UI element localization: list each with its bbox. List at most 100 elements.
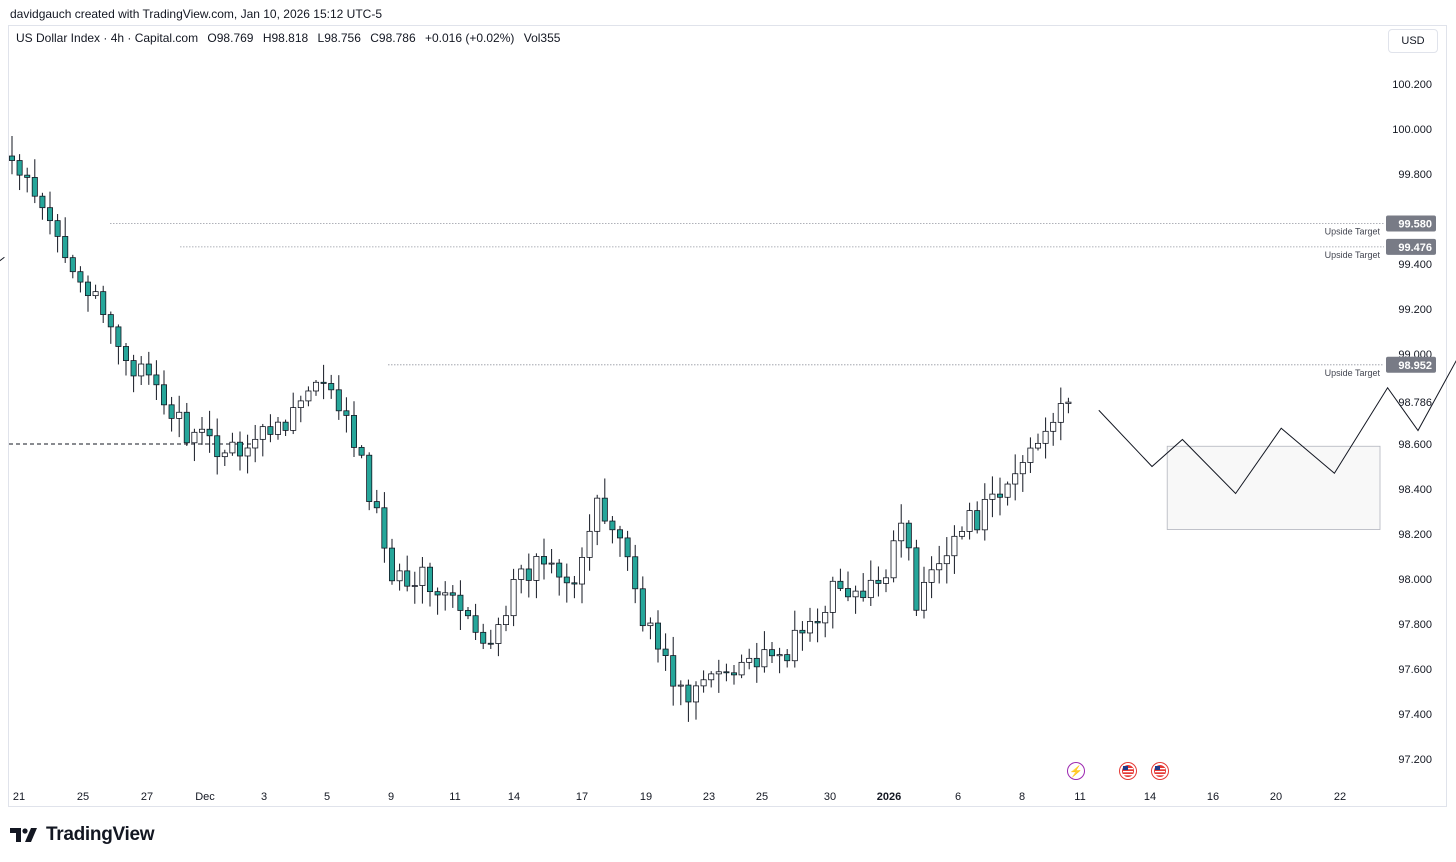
candle (449, 585, 456, 608)
candle-body (829, 580, 836, 613)
projection-path[interactable] (1098, 347, 1456, 495)
tradingview-brand[interactable]: TradingView (10, 824, 155, 846)
volume-value: Vol355 (523, 31, 561, 45)
candle (617, 525, 624, 557)
candle-body (997, 493, 1004, 498)
candle-body (761, 649, 768, 668)
projection-box[interactable] (1166, 445, 1381, 530)
candle (274, 416, 281, 440)
candle (107, 311, 114, 344)
candle (198, 416, 205, 445)
y-tick-label: 98.400 (1398, 484, 1432, 496)
candle (867, 560, 874, 606)
candle (47, 191, 54, 235)
time-axis: 21 25 27 Dec 3 5 9 11 14 17 19 23 25 30 2026 6 8 11 14 16 20… (13, 791, 1346, 803)
candle-body (320, 381, 327, 384)
candle (464, 607, 471, 620)
lightning-icon[interactable]: ⚡ (1067, 762, 1085, 780)
candle-body (191, 431, 198, 444)
x-tick-label: 6 (955, 791, 961, 803)
candle (921, 566, 928, 619)
candle-body (548, 562, 555, 565)
candle (525, 553, 532, 598)
candle-body (875, 579, 882, 584)
candle-body (731, 672, 738, 676)
x-tick-label: 3 (261, 791, 267, 803)
candle (267, 414, 274, 443)
candle-body (647, 622, 654, 627)
drawings (0, 256, 1456, 530)
candle (533, 553, 540, 599)
price-label-text: 99.476 (1398, 242, 1432, 254)
y-tick-label: 97.800 (1398, 619, 1432, 631)
currency-button[interactable]: USD (1388, 29, 1438, 53)
candle-body (905, 522, 912, 549)
candle-body (138, 363, 145, 377)
candle (130, 354, 137, 393)
candle (92, 284, 99, 299)
candle (160, 370, 167, 415)
candle-body (769, 649, 776, 657)
candle-body (655, 622, 662, 650)
x-tick-label: 25 (756, 791, 768, 803)
candle (731, 664, 738, 685)
candle (138, 356, 145, 386)
candle-body (1042, 430, 1049, 444)
x-tick-label: 11 (1074, 791, 1085, 803)
candle (860, 573, 867, 602)
candle (426, 562, 433, 607)
candle (183, 402, 190, 446)
candle-body (1019, 462, 1026, 475)
candle (1065, 397, 1072, 414)
candle (677, 680, 684, 706)
candle-body (594, 497, 601, 532)
candle (799, 621, 806, 651)
candle (100, 285, 107, 323)
candle-body (8, 155, 15, 161)
candle-body (1004, 483, 1011, 498)
candle (548, 548, 555, 574)
candle (655, 610, 662, 663)
candle-body (160, 384, 167, 406)
candle-body (123, 346, 130, 361)
y-tick-label: 98.000 (1398, 574, 1432, 586)
price-labels: 99.580 Upside Target 99.476 Upside Target 98… (1325, 215, 1436, 409)
candle (434, 587, 441, 615)
y-tick-label: 100.000 (1392, 124, 1432, 136)
candle-body (814, 621, 821, 624)
us-flag-icon[interactable] (1151, 762, 1169, 780)
candle-body (153, 374, 160, 386)
trend-line-fragment[interactable] (0, 256, 5, 286)
candle-body (274, 421, 281, 435)
candle-body (502, 615, 509, 626)
candle-body (236, 441, 243, 457)
candle-body (472, 615, 479, 633)
close-value: C98.786 (370, 31, 416, 45)
high-value: H98.818 (262, 31, 309, 45)
candle-body (183, 411, 190, 444)
candle-body (883, 577, 890, 584)
brand-name: TradingView (46, 824, 155, 845)
candle (814, 608, 821, 643)
candle-body (586, 530, 593, 558)
candle (738, 654, 745, 679)
candle (290, 392, 297, 435)
x-tick-label: 2026 (877, 791, 901, 803)
candle-body (632, 556, 639, 590)
candle-body (31, 177, 38, 197)
candle (1035, 433, 1042, 451)
candle-body (85, 281, 92, 297)
candle (502, 605, 509, 632)
price-label-tag (1386, 238, 1436, 255)
candle-body (396, 570, 403, 582)
candle-body (54, 220, 61, 237)
us-flag-icon[interactable] (1119, 762, 1137, 780)
symbol-name[interactable]: US Dollar Index · 4h · Capital.com (16, 31, 199, 45)
candle-body (290, 407, 297, 431)
candle (419, 557, 426, 604)
candle-body (1035, 442, 1042, 449)
candle-body (419, 566, 426, 586)
x-tick-label: 23 (703, 791, 715, 803)
candle-body (852, 590, 859, 598)
